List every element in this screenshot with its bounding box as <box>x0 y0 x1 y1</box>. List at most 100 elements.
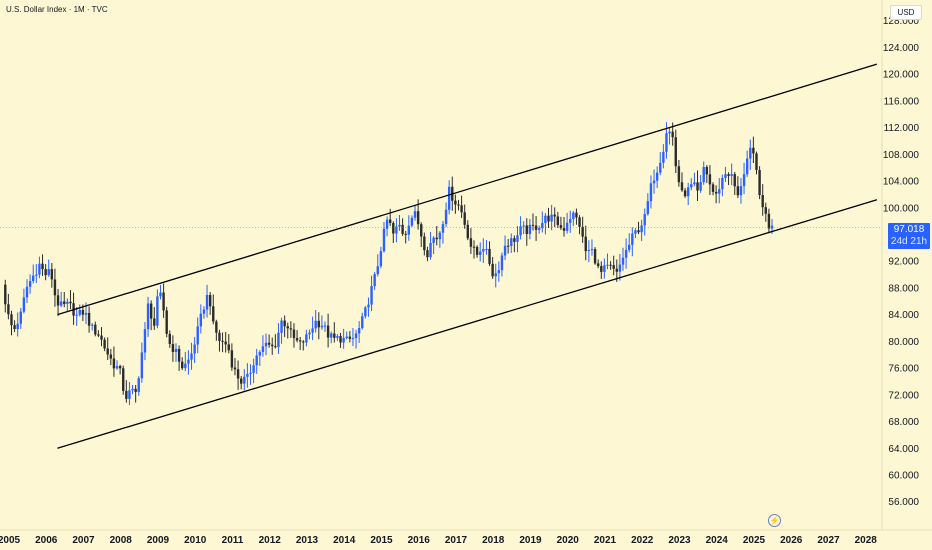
candle-body <box>280 320 283 333</box>
candle-body <box>258 351 262 356</box>
candle-body <box>140 352 144 379</box>
candle-body <box>137 378 140 392</box>
candle-body <box>404 233 407 235</box>
candle-body <box>131 388 134 391</box>
candle-body <box>174 348 178 353</box>
candle-body <box>146 303 150 330</box>
candle-body <box>699 182 702 191</box>
candle-body <box>596 263 600 267</box>
candle-body <box>655 172 659 181</box>
x-tick-label: 2025 <box>743 535 766 546</box>
x-tick-label: 2026 <box>780 535 803 546</box>
candle-body <box>56 295 60 306</box>
y-tick-label: 64.000 <box>888 444 919 455</box>
candle-body <box>236 369 240 379</box>
candle-body <box>565 222 569 231</box>
candle-body <box>426 250 429 258</box>
candle-body <box>646 201 650 215</box>
candle-body <box>84 313 88 315</box>
candle-body <box>143 329 147 353</box>
y-tick-label: 56.000 <box>888 497 919 508</box>
last-price-value: 97.018 <box>893 224 925 235</box>
candle-body <box>702 167 705 183</box>
candle-body <box>305 334 308 343</box>
candle-body <box>714 191 718 194</box>
lightning-icon[interactable]: ⚡ <box>768 514 781 527</box>
y-tick-label: 124.000 <box>883 43 920 54</box>
candle-body <box>364 307 367 317</box>
candle-body <box>81 309 85 315</box>
candle-body <box>621 257 625 265</box>
candle-body <box>373 274 376 287</box>
candle-body <box>134 388 137 392</box>
candle-body <box>162 292 165 311</box>
candle-body <box>44 269 47 276</box>
candle-body <box>569 219 572 223</box>
candle-body <box>416 211 420 225</box>
candle-body <box>333 333 336 338</box>
candle-body <box>531 224 535 226</box>
candle-body <box>628 244 631 250</box>
candle-body <box>721 177 724 190</box>
candle-body <box>745 158 749 175</box>
candle-body <box>547 215 550 222</box>
candle-body <box>308 332 311 335</box>
currency-selector[interactable]: USD <box>890 5 922 20</box>
chart-title: U.S. Dollar Index · 1M · TVC <box>6 5 108 14</box>
candle-body <box>528 224 532 235</box>
candle-body <box>243 376 246 384</box>
trendline-upper[interactable] <box>57 63 878 316</box>
candle-body <box>264 342 268 347</box>
x-tick-label: 2017 <box>445 535 468 546</box>
candle-body <box>609 264 612 266</box>
x-tick-label: 2027 <box>817 535 840 546</box>
candle-body <box>109 354 113 359</box>
candle-body <box>295 338 299 341</box>
last-price-badge: 97.018 24d 21h <box>888 223 930 249</box>
candle-body <box>690 184 693 188</box>
candle-body <box>659 162 662 173</box>
candle-body <box>122 368 125 391</box>
y-tick-label: 128.000 <box>883 16 920 27</box>
candle-body <box>193 344 196 354</box>
trendline-lower[interactable] <box>57 199 878 449</box>
y-tick-label: 60.000 <box>888 470 919 481</box>
candle-body <box>63 301 66 305</box>
x-tick-label: 2009 <box>147 535 170 546</box>
candle-body <box>652 180 656 184</box>
candle-body <box>354 333 358 339</box>
candle-body <box>153 318 156 326</box>
candle-body <box>637 230 640 233</box>
candle-body <box>302 341 305 343</box>
candle-body <box>361 316 364 329</box>
candle-body <box>593 249 597 264</box>
candle-body <box>475 246 479 255</box>
candle-body <box>218 332 221 341</box>
candle-body <box>16 323 19 329</box>
candle-body <box>472 246 476 248</box>
candle-body <box>357 328 361 334</box>
price-scale[interactable] <box>882 0 932 550</box>
candle-body <box>10 314 13 326</box>
candle-body <box>553 214 556 217</box>
candle-body <box>770 225 774 229</box>
candle-body <box>693 182 696 185</box>
candle-body <box>25 286 29 298</box>
candle-body <box>311 328 314 333</box>
candles <box>4 122 774 406</box>
candle-body <box>271 344 274 347</box>
candle-body <box>22 297 26 312</box>
candle-body <box>686 187 690 197</box>
candle-body <box>401 224 404 234</box>
candle-body <box>59 301 63 306</box>
candle-body <box>125 390 128 399</box>
candle-body <box>261 346 265 352</box>
candle-body <box>47 269 50 276</box>
candle-body <box>469 238 473 247</box>
candle-body <box>149 303 153 319</box>
candle-body <box>755 153 758 170</box>
candle-body <box>103 339 106 349</box>
candle-body <box>342 337 345 343</box>
